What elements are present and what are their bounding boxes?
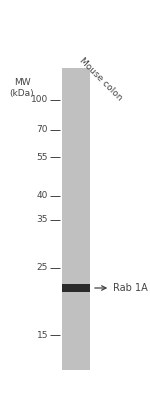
Text: 40: 40 — [37, 191, 48, 200]
Text: 35: 35 — [36, 215, 48, 224]
Bar — [62, 284, 90, 292]
Text: 100: 100 — [31, 95, 48, 105]
Text: 25: 25 — [37, 263, 48, 272]
Bar — [62, 68, 90, 370]
Text: 15: 15 — [36, 331, 48, 340]
Text: 55: 55 — [36, 152, 48, 162]
Text: Mouse colon: Mouse colon — [78, 56, 124, 102]
Text: Rab 1A: Rab 1A — [95, 283, 148, 293]
Text: MW
(kDa): MW (kDa) — [10, 78, 34, 98]
Text: 70: 70 — [36, 125, 48, 134]
